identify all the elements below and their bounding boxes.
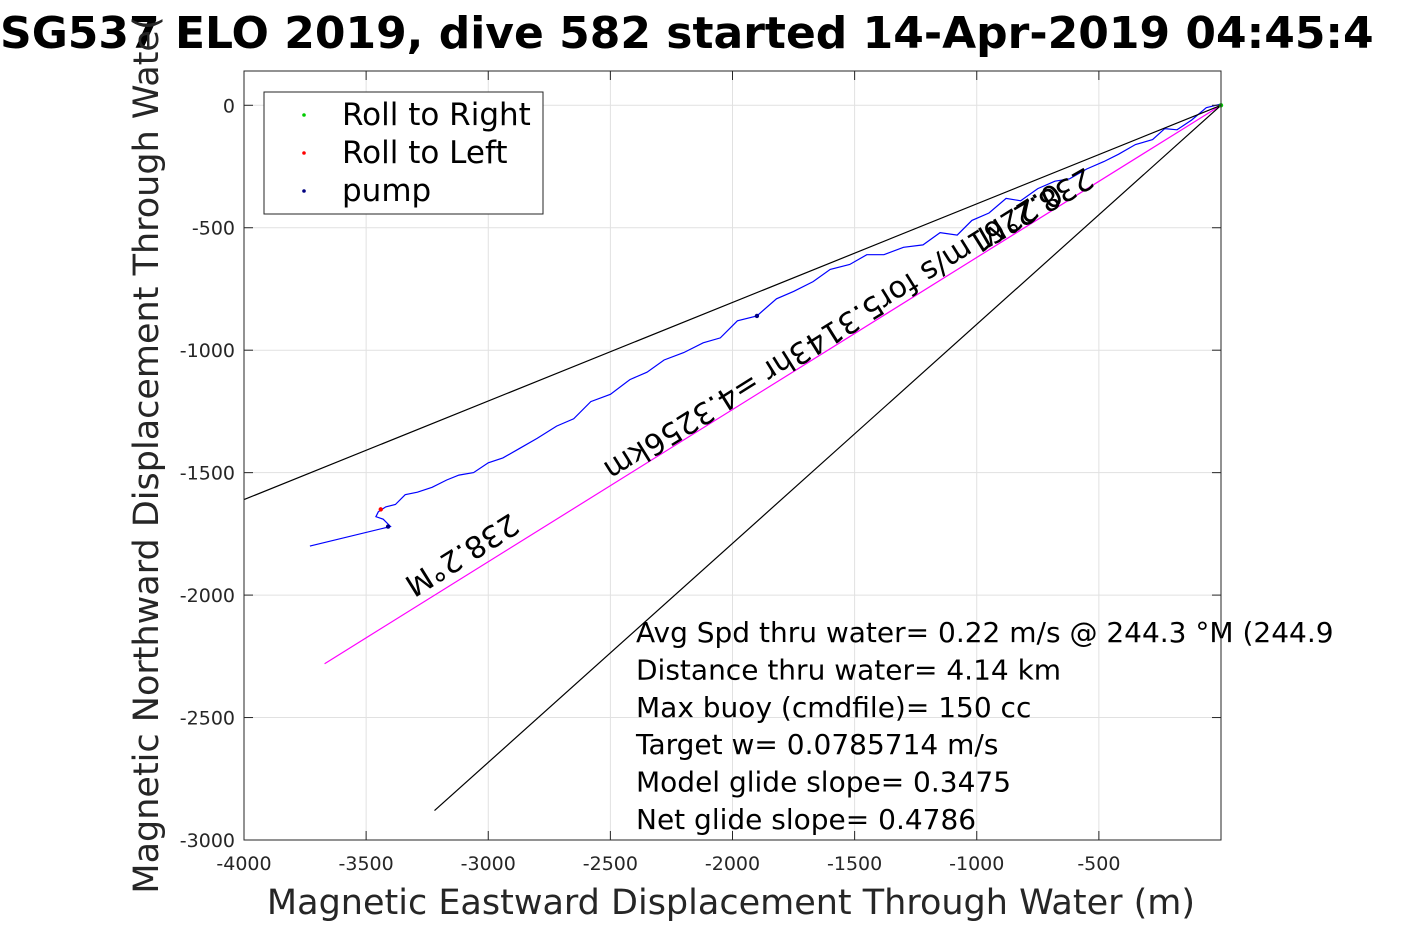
annotations: Avg Spd thru water= 0.22 m/s @ 244.3 °M … — [635, 616, 1334, 836]
x-ticks: -4000 -3500 -3000 -2500 -2000 -1500 -1000 -500 — [216, 71, 1120, 875]
y-tick-label: -500 — [192, 218, 235, 240]
series-line-1 — [324, 104, 1222, 665]
legend-label-pump: pump — [342, 173, 431, 209]
data-point — [378, 507, 383, 512]
bearing-label: 0.2261m/s for5.3143hr =4.3256km — [597, 175, 1068, 487]
y-axis-label: Magnetic Northward Displacement Through … — [127, 16, 167, 893]
chart-title: SG537 ELO 2019, dive 582 started 14-Apr-… — [0, 8, 1374, 59]
y-tick-label: -1500 — [180, 463, 235, 485]
x-axis-label: Magnetic Eastward Displacement Through W… — [267, 883, 1195, 923]
series-line-3 — [434, 104, 1222, 812]
y-tick-label: 0 — [223, 95, 235, 117]
annotation-line: Avg Spd thru water= 0.22 m/s @ 244.3 °M … — [636, 616, 1334, 649]
annotation-line: Target w= 0.0785714 m/s — [635, 728, 998, 761]
y-tick-label: -2000 — [180, 585, 235, 607]
annotation-line: Max buoy (cmdfile)= 150 cc — [636, 691, 1031, 724]
series-line-2 — [243, 104, 1222, 501]
annotation-line: Model glide slope= 0.3475 — [636, 766, 1011, 799]
x-tick-label: -3500 — [339, 853, 394, 875]
x-tick-label: -1000 — [949, 853, 1004, 875]
x-tick-label: -2000 — [705, 853, 760, 875]
x-tick-label: -500 — [1077, 853, 1120, 875]
legend-marker-roll-left — [302, 151, 306, 155]
x-tick-label: -4000 — [216, 853, 271, 875]
data-point — [385, 524, 391, 529]
x-tick-label: -1500 — [827, 853, 882, 875]
bearing-label: 238.2°M — [399, 506, 525, 603]
legend-label-roll-right: Roll to Right — [342, 97, 531, 133]
legend-marker-roll-right — [302, 113, 306, 117]
y-tick-label: -1000 — [180, 340, 235, 362]
y-tick-label: -3000 — [180, 830, 235, 852]
annotation-line: Net glide slope= 0.4786 — [636, 803, 976, 836]
y-ticks: 0 -500 -1000 -1500 -2000 -2500 -3000 — [180, 95, 1221, 852]
points-layer — [378, 103, 1224, 529]
data-point — [754, 313, 760, 319]
grid — [243, 71, 1221, 841]
annotation-line: Distance thru water= 4.14 km — [636, 653, 1061, 686]
legend-label-roll-left: Roll to Left — [342, 135, 508, 171]
x-tick-label: -3000 — [461, 853, 516, 875]
y-tick-label: -2500 — [180, 708, 235, 730]
legend: Roll to Right Roll to Left pump — [263, 91, 544, 215]
x-tick-label: -2500 — [583, 853, 638, 875]
legend-marker-pump — [302, 189, 306, 193]
legend-box — [263, 91, 544, 215]
